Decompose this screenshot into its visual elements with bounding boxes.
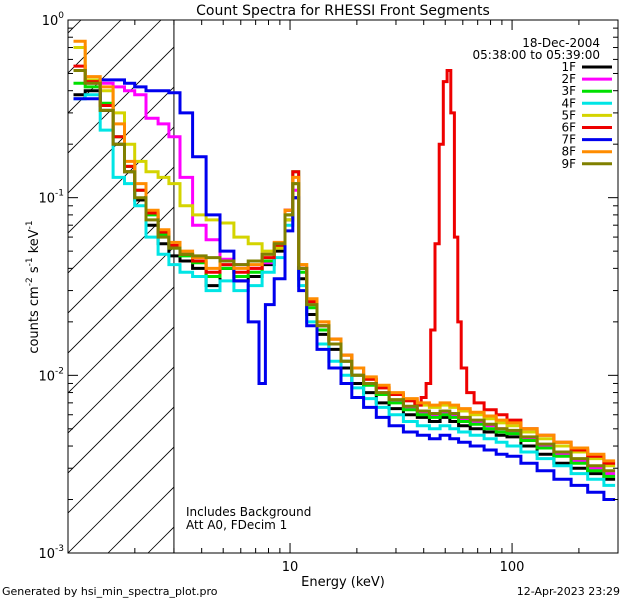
hatch-line (628, 20, 640, 553)
footer-timestamp: 12-Apr-2023 23:29 (517, 585, 620, 598)
y-axis-label-part: counts cm (27, 286, 42, 353)
time-range-label: 05:38:00 to 05:39:00 (473, 48, 600, 62)
x-axis: 10 100 (67, 20, 619, 575)
hatch-line (68, 86, 174, 194)
legend-label: 7F (561, 133, 576, 147)
hatch-line (68, 206, 174, 314)
y-tick-label: 10-1 (38, 189, 64, 207)
x-tick-label: 10 (282, 560, 299, 575)
y-axis-label-exp: -2 (25, 277, 35, 286)
y-axis: 100 10-1 10-2 10-3 (38, 11, 618, 562)
hatch-line (107, 486, 174, 553)
legend-label: 9F (561, 157, 576, 171)
legend-label: 6F (561, 121, 576, 135)
y-axis-label: counts cm-2 s-1 keV-1 (25, 220, 42, 353)
series-line-7F (73, 78, 616, 501)
hatch-line (68, 246, 174, 354)
y-axis-label-exp: -1 (25, 257, 35, 266)
legend-label: 1F (561, 60, 576, 74)
chart-title: Count Spectra for RHESSI Front Segments (196, 3, 490, 19)
series-line-8F (73, 39, 616, 463)
x-axis-label: Energy (keV) (301, 575, 385, 590)
hatch-line (68, 406, 174, 514)
hatch-line (68, 20, 162, 114)
note-background: Includes Background (186, 505, 311, 519)
series-line-9F (73, 69, 616, 473)
x-tick-label: 100 (500, 560, 525, 575)
hatch-line (68, 126, 174, 234)
note-attenuator: Att A0, FDecim 1 (186, 518, 287, 532)
legend-label: 2F (561, 72, 576, 86)
hatch-line (0, 20, 1, 553)
y-axis-label-exp: -1 (25, 220, 35, 229)
y-tick-label: 100 (42, 11, 65, 29)
series-line-6F (73, 64, 616, 465)
y-tick-label: 10-3 (38, 544, 64, 562)
y-axis-label-part: keV (27, 229, 42, 257)
legend-label: 3F (561, 84, 576, 98)
series-line-5F (73, 46, 616, 468)
y-axis-label-part: s (27, 266, 42, 277)
legend-label: 4F (561, 96, 576, 110)
hatch-line (68, 366, 174, 474)
series-layer (73, 39, 616, 501)
hatch-line (68, 446, 174, 553)
plot-frame (67, 19, 619, 554)
legend-label: 8F (561, 145, 576, 159)
y-tick-label: 10-2 (38, 366, 64, 384)
hatch-line (68, 326, 174, 434)
legend-label: 5F (561, 108, 576, 122)
date-label: 18-Dec-2004 (522, 36, 600, 50)
series-line-2F (73, 69, 616, 476)
series-line-1F (73, 89, 616, 481)
footer-generated-by: Generated by hsi_min_spectra_plot.pro (2, 585, 218, 598)
series-line-3F (73, 81, 616, 478)
hatch-line (68, 20, 122, 74)
